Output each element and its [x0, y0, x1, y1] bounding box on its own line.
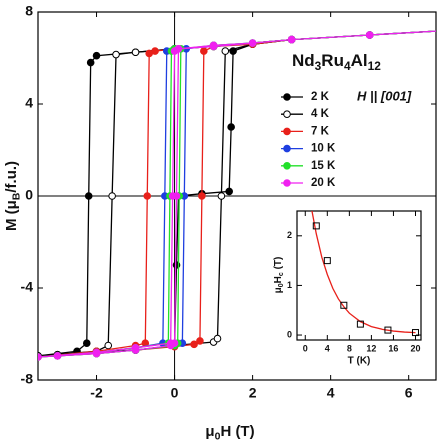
inset-y-label-part: μ [273, 287, 284, 293]
x-tick-label: 4 [327, 385, 335, 401]
y-tick-label: 4 [25, 95, 33, 111]
inset-point [312, 222, 320, 230]
loop-point [108, 192, 116, 200]
plot-frame [296, 210, 422, 341]
loop-point [198, 192, 206, 200]
loop-point [92, 51, 101, 60]
y-tick-label: 0 [25, 187, 33, 203]
loop-point [365, 31, 374, 39]
y-axis-label-part: /f.u.) [3, 161, 20, 193]
x-axis-label-part: H (T) [220, 423, 254, 440]
x-tick-label: 0 [303, 343, 308, 353]
inset-x-label: T (K) [348, 356, 371, 367]
loop-point [104, 341, 113, 350]
loop-point [92, 349, 101, 358]
loop-point [225, 187, 233, 196]
loop-point [174, 45, 183, 53]
x-axis-label: μ0H (T) [205, 423, 254, 442]
plot-area [38, 12, 436, 380]
loop-point [213, 334, 222, 343]
loop-point [84, 192, 93, 200]
legend-marker [283, 127, 291, 136]
x-axis-label-part: μ [205, 423, 214, 440]
inset-y-label-part: 0 [278, 283, 285, 287]
chart-title-part: 4 [344, 59, 351, 73]
loop-point [53, 352, 62, 360]
x-tick-label: 16 [388, 343, 398, 353]
loop-point [217, 192, 226, 200]
legend-marker [283, 93, 291, 101]
inset-y-label-part: H [273, 276, 284, 283]
legend-marker [283, 144, 291, 153]
loop-point [172, 192, 181, 200]
fit-curve [311, 211, 416, 334]
loop-point [248, 39, 257, 47]
legend-label: 7 K [311, 125, 330, 137]
y-tick-label: -4 [21, 279, 34, 295]
x-tick-label: 0 [171, 385, 179, 401]
legend-label: 4 K [311, 108, 330, 120]
y-axis-label: M (μB/f.u.) [3, 161, 22, 231]
x-tick-label: 2 [249, 385, 257, 401]
legend-label: 15 K [311, 160, 336, 172]
legend-marker [283, 179, 291, 187]
y-tick-label: 1 [287, 280, 292, 290]
loop-point [227, 123, 235, 131]
legend-marker [283, 110, 291, 118]
y-tick-label: -8 [21, 371, 34, 387]
inset-y-label-part: (T) [273, 257, 284, 273]
y-tick-label: 2 [287, 230, 292, 240]
inset-point [411, 329, 419, 337]
y-axis-label-part: M (μ [3, 200, 20, 231]
y-tick-label: 8 [25, 3, 33, 19]
x-tick-label: 20 [410, 343, 420, 353]
inset-bg [297, 211, 421, 340]
x-tick-label: 8 [347, 343, 352, 353]
chart-title-part: Al [351, 51, 368, 70]
y-axis-label-part: B [10, 192, 22, 200]
inset-point [384, 326, 392, 334]
loop-point [209, 41, 218, 50]
legend-label: 2 K [311, 91, 330, 103]
plot-area [311, 211, 419, 337]
loop-point [145, 49, 154, 58]
legend-label: 10 K [311, 143, 336, 155]
loop-point [221, 47, 230, 55]
inset-point [340, 301, 348, 309]
x-tick-label: 12 [366, 343, 376, 353]
chart-title-part: 3 [315, 59, 322, 73]
chart-title-part: Nd [292, 51, 315, 70]
inset-point [323, 257, 331, 265]
inset-y-label-part: c [278, 272, 285, 276]
loop-point [38, 353, 42, 361]
loop-point [287, 35, 296, 44]
loop-point [131, 48, 140, 57]
chart-title-part: Ru [321, 51, 344, 70]
loop-point [82, 339, 91, 348]
loop-point [170, 339, 179, 348]
loop-point [131, 346, 140, 354]
loop-point [190, 340, 198, 349]
chart-title-part: 12 [368, 59, 382, 73]
y-tick-label: 0 [287, 329, 292, 339]
x-tick-label: 6 [405, 385, 413, 401]
inset-point [356, 320, 364, 328]
loop-point [200, 47, 208, 55]
loop-point [143, 192, 152, 200]
inset-y-label: μ0Hc (T) [273, 257, 285, 294]
x-tick-label: -2 [90, 385, 103, 401]
annotation: H || [001] [357, 88, 412, 103]
loop-point [196, 337, 204, 345]
loop-point [86, 58, 95, 67]
loop-point [112, 50, 120, 59]
legend-marker [283, 162, 291, 170]
x-axis-label-part: 0 [215, 430, 221, 442]
legend-label: 20 K [311, 177, 336, 189]
x-tick-label: 4 [325, 343, 330, 353]
chart-title: Nd3Ru4Al12 [292, 51, 381, 73]
